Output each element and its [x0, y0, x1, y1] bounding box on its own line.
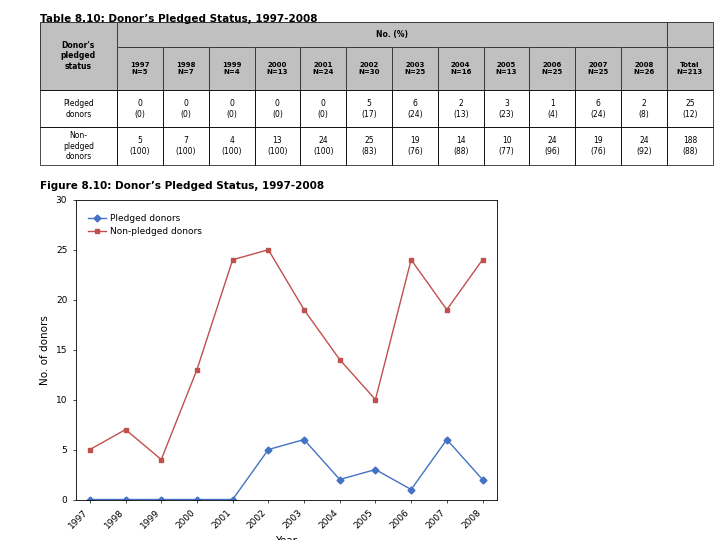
Text: 0
(0): 0 (0) [226, 99, 237, 119]
Text: 0
(0): 0 (0) [180, 99, 192, 119]
FancyBboxPatch shape [667, 48, 713, 90]
Text: 2004
N=16: 2004 N=16 [450, 62, 472, 75]
FancyBboxPatch shape [346, 48, 392, 90]
FancyBboxPatch shape [40, 22, 117, 90]
Pledged donors [264, 446, 273, 453]
Text: 1
(4): 1 (4) [547, 99, 558, 119]
FancyBboxPatch shape [392, 48, 438, 90]
Pledged donors [86, 496, 94, 503]
Legend: Pledged donors, Non-pledged donors: Pledged donors, Non-pledged donors [84, 210, 205, 240]
Text: 19
(76): 19 (76) [407, 137, 423, 156]
Text: No. (%): No. (%) [376, 30, 408, 39]
Text: Figure 8.10: Donor’s Pledged Status, 1997-2008: Figure 8.10: Donor’s Pledged Status, 199… [40, 181, 324, 191]
Non-pledged donors [300, 306, 308, 313]
Non-pledged donors [407, 256, 415, 263]
FancyBboxPatch shape [163, 48, 209, 90]
Text: 25
(83): 25 (83) [361, 137, 377, 156]
Text: 6
(24): 6 (24) [407, 99, 423, 119]
Non-pledged donors [193, 366, 202, 373]
Non-pledged donors [228, 256, 237, 263]
Pledged donors [371, 466, 379, 473]
Text: 19
(76): 19 (76) [590, 137, 606, 156]
Text: 2002
N=30: 2002 N=30 [359, 62, 380, 75]
Text: 2008
N=26: 2008 N=26 [634, 62, 654, 75]
Non-pledged donors [264, 246, 273, 253]
FancyBboxPatch shape [438, 48, 484, 90]
Text: 24
(100): 24 (100) [313, 137, 333, 156]
X-axis label: Year: Year [275, 536, 297, 540]
Non-pledged donors [157, 456, 166, 463]
Text: 24
(96): 24 (96) [544, 137, 560, 156]
Pledged donors [336, 476, 344, 483]
Pledged donors [157, 496, 166, 503]
Pledged donors [228, 496, 237, 503]
FancyBboxPatch shape [209, 48, 254, 90]
Text: 188
(88): 188 (88) [682, 137, 698, 156]
Text: 24
(92): 24 (92) [636, 137, 652, 156]
FancyBboxPatch shape [621, 48, 667, 90]
Text: Total
N=213: Total N=213 [677, 62, 703, 75]
Text: 2007
N=25: 2007 N=25 [588, 62, 609, 75]
Pledged donors [300, 436, 308, 443]
FancyBboxPatch shape [529, 48, 575, 90]
Text: 6
(24): 6 (24) [590, 99, 606, 119]
Text: 5
(17): 5 (17) [361, 99, 377, 119]
Text: 2003
N=25: 2003 N=25 [405, 62, 426, 75]
Line: Pledged donors: Pledged donors [87, 437, 485, 502]
Text: 1999
N=4: 1999 N=4 [222, 62, 241, 75]
Text: 1997
N=5: 1997 N=5 [130, 62, 150, 75]
Text: 2
(13): 2 (13) [453, 99, 469, 119]
Pledged donors [478, 476, 487, 483]
Text: Donor's
pledged
status: Donor's pledged status [60, 41, 96, 71]
FancyBboxPatch shape [117, 22, 667, 48]
Pledged donors [407, 486, 415, 492]
Text: 2006
N=25: 2006 N=25 [541, 62, 563, 75]
Text: 4
(100): 4 (100) [221, 137, 242, 156]
Non-pledged donors [371, 396, 379, 403]
FancyBboxPatch shape [117, 48, 163, 90]
Text: 10
(77): 10 (77) [499, 137, 515, 156]
Non-pledged donors [336, 356, 344, 363]
FancyBboxPatch shape [667, 22, 713, 48]
Non-pledged donors [443, 306, 451, 313]
Text: Table 8.10: Donor’s Pledged Status, 1997-2008: Table 8.10: Donor’s Pledged Status, 1997… [40, 14, 317, 24]
Text: Non-
pledged
donors: Non- pledged donors [63, 131, 94, 161]
FancyBboxPatch shape [484, 48, 529, 90]
Text: 14
(88): 14 (88) [453, 137, 469, 156]
FancyBboxPatch shape [300, 48, 346, 90]
Non-pledged donors [121, 427, 130, 433]
Text: 0
(0): 0 (0) [318, 99, 329, 119]
Pledged donors [193, 496, 202, 503]
Text: 5
(100): 5 (100) [130, 137, 150, 156]
Text: 7
(100): 7 (100) [176, 137, 196, 156]
Y-axis label: No. of donors: No. of donors [40, 315, 50, 384]
Line: Non-pledged donors: Non-pledged donors [87, 247, 485, 462]
Non-pledged donors [86, 446, 94, 453]
FancyBboxPatch shape [254, 48, 300, 90]
Text: 2005
N=13: 2005 N=13 [496, 62, 517, 75]
Text: 0
(0): 0 (0) [272, 99, 283, 119]
Text: 1998
N=7: 1998 N=7 [176, 62, 196, 75]
Text: 2000
N=13: 2000 N=13 [266, 62, 288, 75]
FancyBboxPatch shape [575, 48, 621, 90]
Pledged donors [121, 496, 130, 503]
Pledged donors [443, 436, 451, 443]
Text: 2
(8): 2 (8) [639, 99, 649, 119]
Text: 25
(12): 25 (12) [682, 99, 698, 119]
Non-pledged donors [478, 256, 487, 263]
Text: 0
(0): 0 (0) [135, 99, 145, 119]
Text: 3
(23): 3 (23) [499, 99, 514, 119]
Text: 2001
N=24: 2001 N=24 [312, 62, 334, 75]
Text: 13
(100): 13 (100) [267, 137, 288, 156]
Text: Pledged
donors: Pledged donors [63, 99, 94, 119]
